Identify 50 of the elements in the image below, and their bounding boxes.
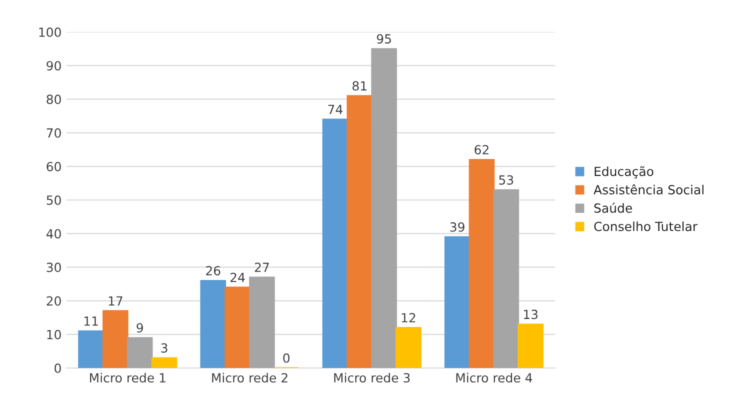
data-label: 26 xyxy=(206,266,220,276)
bar xyxy=(126,337,153,368)
data-label: 3 xyxy=(161,343,168,353)
y-tick-label: 80 xyxy=(46,94,61,104)
y-tick-label: 100 xyxy=(39,27,61,37)
bar xyxy=(151,357,178,368)
data-label: 74 xyxy=(328,104,342,114)
data-label: 11 xyxy=(84,316,98,326)
x-tick-label: Micro rede 1 xyxy=(90,372,166,383)
y-tick-label: 50 xyxy=(46,195,61,205)
x-tick-label: Micro rede 3 xyxy=(334,372,410,383)
data-label: 24 xyxy=(230,272,245,282)
bar xyxy=(371,48,397,368)
y-tick-label: 40 xyxy=(46,229,61,239)
data-label: 0 xyxy=(283,353,290,363)
bar xyxy=(249,276,275,368)
bar xyxy=(346,95,373,368)
legend-label: Assistência Social xyxy=(594,184,704,194)
data-label: 53 xyxy=(499,175,514,185)
data-label: 9 xyxy=(136,323,143,333)
y-tick-label: 70 xyxy=(46,128,61,138)
data-label: 62 xyxy=(474,145,488,154)
data-label: 95 xyxy=(376,34,391,44)
x-tick-label: Micro rede 4 xyxy=(456,372,532,383)
bar xyxy=(78,330,104,368)
data-label: 13 xyxy=(524,310,538,320)
data-label: 81 xyxy=(352,81,366,91)
y-tick-label: 90 xyxy=(46,61,61,71)
y-tick-label: 20 xyxy=(46,296,61,306)
data-label: 12 xyxy=(402,313,416,322)
bar xyxy=(444,236,470,368)
data-label: 17 xyxy=(108,296,122,306)
data-label: 39 xyxy=(450,222,464,232)
y-tick-label: 0 xyxy=(54,363,61,373)
bar xyxy=(493,189,520,368)
legend-label: Saúde xyxy=(594,202,632,213)
bar xyxy=(224,286,250,368)
legend-label: Conselho Tutelar xyxy=(594,221,698,232)
x-tick-label: Micro rede 2 xyxy=(212,372,288,383)
bar xyxy=(322,118,348,368)
data-label: 27 xyxy=(254,262,269,272)
legend-label: Educação xyxy=(594,166,654,178)
y-tick-label: 10 xyxy=(47,330,61,340)
bar xyxy=(468,158,495,368)
y-tick-label: 60 xyxy=(46,162,61,172)
y-tick-label: 30 xyxy=(46,262,61,272)
bar xyxy=(200,280,226,368)
bar xyxy=(518,324,544,368)
bar xyxy=(102,310,128,368)
bar xyxy=(396,326,422,368)
